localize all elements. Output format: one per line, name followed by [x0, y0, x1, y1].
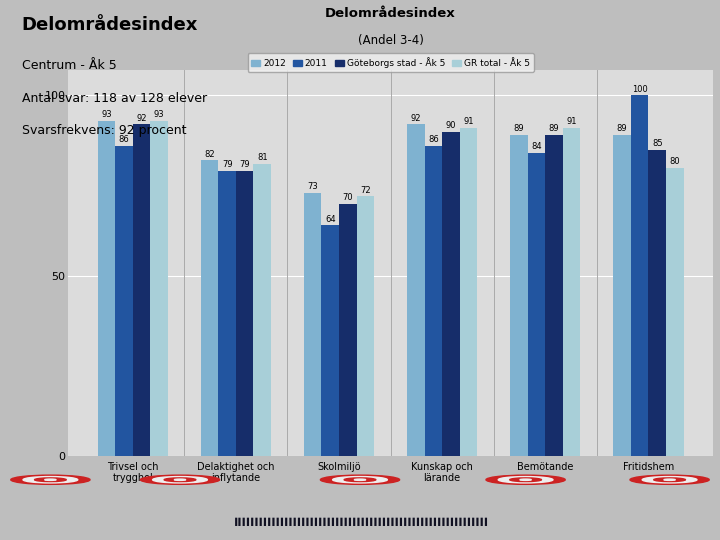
- Text: Svarsfrekvens: 92 procent: Svarsfrekvens: 92 procent: [22, 124, 186, 137]
- Circle shape: [510, 478, 541, 482]
- Bar: [201, 160, 218, 456]
- Text: 84: 84: [531, 143, 542, 151]
- Circle shape: [344, 478, 376, 482]
- Text: 72: 72: [360, 186, 371, 195]
- Text: ▐▐▐▐▐▐▐▐▐▐▐▐▐▐▐▐▐▐▐▐▐▐▐▐▐▐▐▐▐▐▐▐▐▐▐▐▐▐▐▐▐▐▐▐▐▐▐▐▐▐▐▐▐▐▐▐▐▐▐▐: ▐▐▐▐▐▐▐▐▐▐▐▐▐▐▐▐▐▐▐▐▐▐▐▐▐▐▐▐▐▐▐▐▐▐▐▐▐▐▐▐…: [233, 517, 487, 526]
- Text: 81: 81: [257, 153, 268, 162]
- Bar: [545, 135, 563, 456]
- Bar: [613, 135, 631, 456]
- Text: 93: 93: [101, 110, 112, 119]
- Circle shape: [354, 479, 366, 481]
- Bar: [649, 150, 666, 456]
- Text: 91: 91: [567, 117, 577, 126]
- Text: 89: 89: [617, 124, 627, 133]
- Bar: [253, 164, 271, 456]
- Circle shape: [498, 477, 553, 483]
- Text: 92: 92: [410, 113, 421, 123]
- Circle shape: [654, 478, 685, 482]
- Text: 90: 90: [446, 121, 456, 130]
- Text: 80: 80: [670, 157, 680, 166]
- Text: 86: 86: [119, 135, 130, 144]
- Circle shape: [630, 475, 709, 484]
- Text: 79: 79: [239, 160, 250, 170]
- Text: Delområdesindex: Delområdesindex: [22, 16, 198, 34]
- Text: 86: 86: [428, 135, 438, 144]
- Text: 64: 64: [325, 214, 336, 224]
- Text: 92: 92: [136, 113, 147, 123]
- Bar: [459, 128, 477, 456]
- Text: Centrum - Åk 5: Centrum - Åk 5: [22, 59, 117, 72]
- Bar: [322, 225, 339, 456]
- Bar: [236, 171, 253, 456]
- Bar: [339, 204, 356, 456]
- Text: 85: 85: [652, 139, 662, 148]
- Circle shape: [23, 477, 78, 483]
- Text: Antal svar: 118 av 128 elever: Antal svar: 118 av 128 elever: [22, 92, 207, 105]
- Circle shape: [486, 475, 565, 484]
- Legend: 2012, 2011, Göteborgs stad - Åk 5, GR total - Åk 5: 2012, 2011, Göteborgs stad - Åk 5, GR to…: [248, 53, 534, 72]
- Circle shape: [140, 475, 220, 484]
- Bar: [132, 124, 150, 456]
- Bar: [218, 171, 236, 456]
- Bar: [442, 132, 459, 456]
- Text: 89: 89: [549, 124, 559, 133]
- Bar: [115, 146, 132, 456]
- Bar: [510, 135, 528, 456]
- Circle shape: [642, 477, 697, 483]
- Circle shape: [45, 479, 56, 481]
- Circle shape: [174, 479, 186, 481]
- Text: (Andel 3-4): (Andel 3-4): [358, 34, 423, 47]
- Text: 79: 79: [222, 160, 233, 170]
- Bar: [666, 167, 683, 456]
- Text: Delområdesindex: Delområdesindex: [325, 7, 456, 20]
- Circle shape: [164, 478, 196, 482]
- Bar: [304, 193, 322, 456]
- Circle shape: [35, 478, 66, 482]
- Circle shape: [11, 475, 90, 484]
- Text: 73: 73: [307, 182, 318, 191]
- Text: 70: 70: [343, 193, 353, 202]
- Bar: [356, 197, 374, 456]
- Text: 91: 91: [463, 117, 474, 126]
- Bar: [98, 121, 115, 456]
- Circle shape: [520, 479, 531, 481]
- Bar: [425, 146, 442, 456]
- Bar: [150, 121, 168, 456]
- Text: 82: 82: [204, 150, 215, 159]
- Text: 100: 100: [632, 85, 647, 93]
- Bar: [631, 96, 649, 456]
- Circle shape: [333, 477, 387, 483]
- Circle shape: [664, 479, 675, 481]
- Bar: [407, 124, 425, 456]
- Circle shape: [153, 477, 207, 483]
- Bar: [563, 128, 580, 456]
- Circle shape: [320, 475, 400, 484]
- Text: 93: 93: [154, 110, 164, 119]
- Text: 89: 89: [513, 124, 524, 133]
- Bar: [528, 153, 545, 456]
